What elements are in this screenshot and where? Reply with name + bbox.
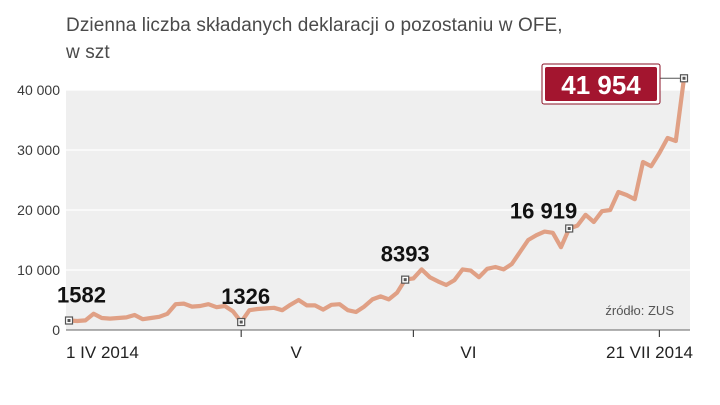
data-label: 1582 [57, 283, 106, 308]
y-axis-labels: 0 10 000 20 000 30 000 40 000 [17, 82, 60, 338]
data-label: 1326 [221, 284, 270, 309]
y-tick-label: 30 000 [17, 142, 60, 158]
data-label: 41 954 [561, 70, 641, 100]
data-label: 8393 [381, 242, 430, 267]
y-tick-label: 10 000 [17, 262, 60, 278]
y-tick-label: 0 [52, 322, 60, 338]
x-tick-label: 21 VII 2014 [606, 343, 693, 362]
y-tick-label: 40 000 [17, 82, 60, 98]
point-marker-dot [68, 319, 71, 322]
x-tick-label: V [291, 343, 303, 362]
data-label: 16 919 [510, 198, 577, 223]
y-tick-label: 20 000 [17, 202, 60, 218]
point-marker-dot [404, 278, 407, 281]
x-axis: 1 IV 2014 V VI 21 VII 2014 [66, 330, 693, 362]
point-marker-dot [568, 227, 571, 230]
point-marker-dot [240, 321, 243, 324]
point-marker-dot [683, 77, 686, 80]
source-note: źródło: ZUS [605, 303, 674, 318]
x-tick-label: VI [460, 343, 476, 362]
x-tick-label: 1 IV 2014 [66, 343, 139, 362]
